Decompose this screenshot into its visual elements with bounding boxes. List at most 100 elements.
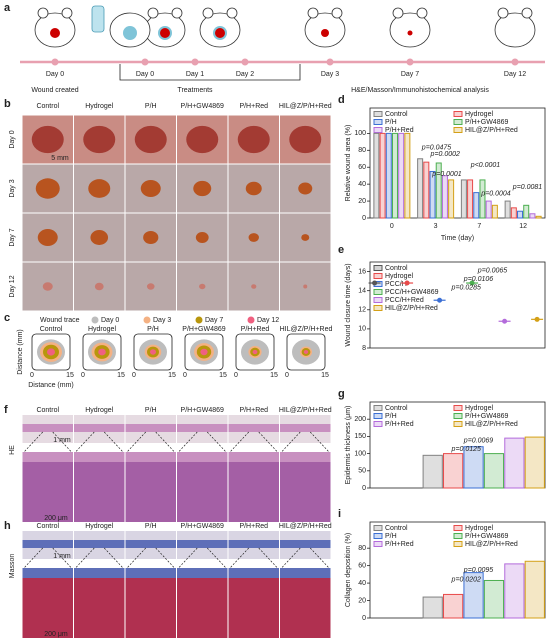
label: Control xyxy=(36,407,59,414)
y-tick-label: 80 xyxy=(358,147,366,154)
annotation: p=0.0285 xyxy=(451,285,481,292)
legend-label: HIL@Z/P/H+Red xyxy=(465,541,518,548)
zoom-guide xyxy=(178,547,198,569)
label: 15 xyxy=(168,372,176,379)
bar xyxy=(491,204,498,219)
zoom-guide xyxy=(206,547,227,569)
legend-swatch xyxy=(453,119,463,125)
histology-tissue xyxy=(280,424,331,432)
legend-label: HIL@Z/P/H+Red xyxy=(465,127,518,134)
legend-swatch xyxy=(373,525,383,531)
trace xyxy=(98,348,106,356)
label: Hydrogel xyxy=(85,407,113,414)
zoom-guide xyxy=(75,431,95,453)
label: 15 xyxy=(117,372,125,379)
label: f xyxy=(4,404,8,416)
trace xyxy=(150,349,156,355)
label: 15 xyxy=(66,372,74,379)
legend-label: Control xyxy=(385,111,408,118)
wound xyxy=(195,232,209,243)
label: Day 3 xyxy=(9,179,16,197)
label: Treatments xyxy=(177,87,213,94)
label: 15 xyxy=(270,372,278,379)
label: 5 mm xyxy=(51,155,69,162)
trace xyxy=(47,348,55,356)
histology-zoom xyxy=(228,568,279,638)
wound xyxy=(199,283,206,290)
histology-zoom xyxy=(228,452,279,522)
zoom-guide xyxy=(126,431,147,453)
annotation: p=0.0106 xyxy=(463,276,493,283)
legend-label: PCC/H xyxy=(385,281,407,288)
legend-swatch xyxy=(373,413,383,419)
y-tick-label: 40 xyxy=(358,580,366,587)
histology-tissue xyxy=(74,424,125,432)
bar xyxy=(467,179,474,219)
wound xyxy=(143,231,159,244)
mouse-ear xyxy=(307,7,319,19)
histology-epidermis xyxy=(22,452,73,462)
legend-swatch xyxy=(373,421,383,427)
bar xyxy=(443,453,464,489)
bar xyxy=(524,436,545,489)
annotation: p=0.0002 xyxy=(430,151,460,158)
bar xyxy=(391,132,398,219)
annotation: p=0.0069 xyxy=(463,438,493,445)
label: Control xyxy=(40,326,63,333)
zoom-guide xyxy=(309,431,330,453)
legend-swatch xyxy=(373,305,383,311)
label: Day 0 xyxy=(101,317,119,324)
y-tick-label: 0 xyxy=(362,215,366,222)
zoom-guide xyxy=(155,431,175,453)
label: Day 0 xyxy=(46,71,64,78)
wound xyxy=(140,180,161,197)
wound xyxy=(321,29,329,37)
histology-epidermis xyxy=(280,568,331,578)
label: HIL@Z/P/H+Red xyxy=(279,103,332,110)
histology-zoom xyxy=(22,568,73,638)
legend-swatch xyxy=(373,127,383,133)
label: b xyxy=(4,98,11,110)
label: HIL@Z/P/H+Red xyxy=(280,326,333,333)
label: 0 xyxy=(285,372,289,379)
annotation: p=0.0125 xyxy=(451,446,481,453)
histology-zoom xyxy=(280,568,331,638)
histology-zoom xyxy=(177,568,228,638)
y-tick-label: 60 xyxy=(358,164,366,171)
mouse-ear xyxy=(331,7,343,19)
legend-label: P/H+Red xyxy=(385,127,414,134)
label: Hydrogel xyxy=(85,523,113,530)
bar xyxy=(398,132,405,219)
legend-swatch xyxy=(247,316,255,324)
legend-swatch xyxy=(453,421,463,427)
annotation: p=0.0202 xyxy=(451,576,481,583)
zoom-guide xyxy=(103,547,124,569)
zoom-guide xyxy=(229,431,250,453)
bar xyxy=(385,132,392,219)
mouse xyxy=(494,12,536,48)
y-tick-label: 0 xyxy=(362,485,366,492)
dot xyxy=(437,297,443,303)
wound xyxy=(245,181,262,196)
bar xyxy=(460,179,467,219)
zoom-guide xyxy=(23,431,44,453)
label: Day 2 xyxy=(236,71,254,78)
bar xyxy=(485,200,492,219)
bar xyxy=(524,560,545,619)
wound xyxy=(251,284,257,289)
wound xyxy=(160,28,170,38)
label: 1 mm xyxy=(53,437,71,444)
label: Day 7 xyxy=(9,228,16,246)
legend-swatch xyxy=(195,316,203,324)
plot-frame xyxy=(369,107,546,219)
label: P/H+Red xyxy=(239,523,268,530)
label: HE xyxy=(9,445,16,455)
zoom-guide xyxy=(258,547,278,569)
label: P/H+GW4869 xyxy=(181,407,224,414)
label: Day 12 xyxy=(504,71,526,78)
label: Wound created xyxy=(31,87,78,94)
bar xyxy=(463,572,484,619)
histology-tissue xyxy=(74,540,125,548)
histology-zoom xyxy=(280,452,331,522)
